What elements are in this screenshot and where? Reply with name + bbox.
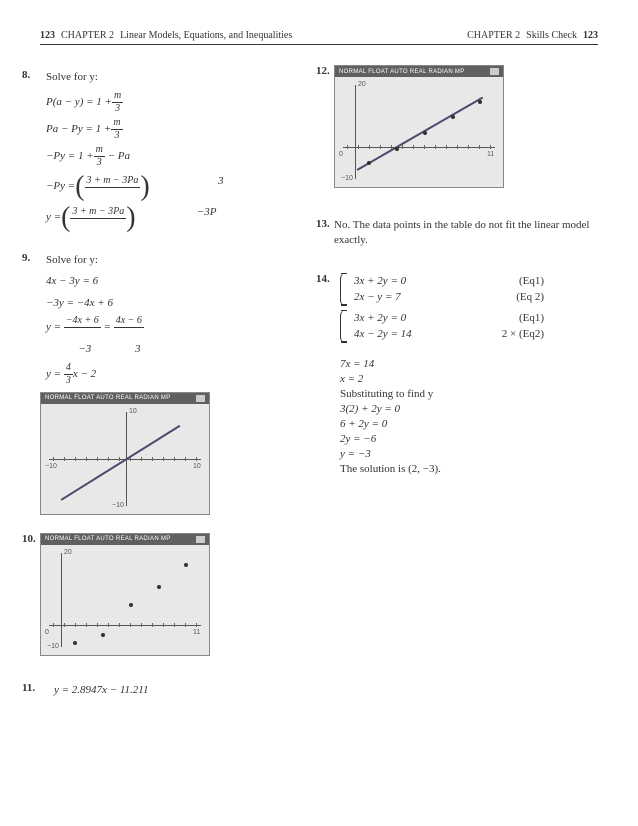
equation-label: (Eq 2) xyxy=(516,289,544,306)
battery-icon xyxy=(490,68,499,75)
columns: 8. Solve for y: P(a − y) = 1 +m3 Pa − Py… xyxy=(40,65,598,718)
chapter-label-right: CHAPTER 2 xyxy=(467,30,520,41)
equation-label: (Eq1) xyxy=(519,310,544,327)
eq-line: P(a − y) = 1 +m3 xyxy=(46,91,304,114)
problem-14: 14. 3x + 2y = 0(Eq1)2x − y = 7(Eq 2)3x +… xyxy=(334,273,598,475)
calculator-screenshot: NORMAL FLOAT AUTO REAL RADIAN MP 10−10−1… xyxy=(40,392,210,515)
equation-system: 3x + 2y = 0 (Eq1) 4x − 2y = 14 2 × (Eq2) xyxy=(340,310,598,343)
solution-step: 2y = −6 xyxy=(340,433,598,445)
eq-line: −Py = 1 +m3 − Pa xyxy=(46,145,304,168)
battery-icon xyxy=(196,536,205,543)
eq-line: −Py = ( 3 + m − 3Pa. ) xyxy=(46,176,150,199)
chapter-title: Linear Models, Equations, and Inequaliti… xyxy=(120,30,292,41)
equation-label: (Eq1) xyxy=(519,273,544,290)
eq-line: y = 43x − 2 xyxy=(46,363,304,386)
equation-system: 3x + 2y = 0 (Eq1) 2x − y = 7 (Eq 2) xyxy=(340,273,598,306)
problem-13: 13. No. The data points in the table do … xyxy=(334,218,598,249)
problem-number: 12. xyxy=(316,65,330,77)
problem-10: 10. NORMAL FLOAT AUTO REAL RADIAN MP 20−… xyxy=(40,533,304,656)
solution-step: 6 + 2y = 0 xyxy=(340,418,598,430)
section-label: Skills Check xyxy=(526,30,577,41)
eq-line: −3y = −4x + 6 xyxy=(46,295,304,313)
calc-mode: NORMAL FLOAT AUTO REAL RADIAN MP xyxy=(45,395,171,401)
equation-label: 2 × (Eq2) xyxy=(502,326,544,343)
battery-icon xyxy=(196,395,205,402)
page-header: 123 CHAPTER 2 Linear Models, Equations, … xyxy=(40,30,598,45)
problem-number: 14. xyxy=(316,273,330,285)
header-left: 123 CHAPTER 2 Linear Models, Equations, … xyxy=(40,30,292,41)
problem-number: 9. xyxy=(22,252,30,264)
system-equation: 4x − 2y = 14 xyxy=(354,326,412,343)
calc-mode: NORMAL FLOAT AUTO REAL RADIAN MP xyxy=(45,536,171,542)
system-equation: 3x + 2y = 0 xyxy=(354,310,406,327)
eq-line: y = −4x + 6. = 4x − 6. xyxy=(46,316,304,339)
calculator-screenshot: NORMAL FLOAT AUTO REAL RADIAN MP 20−1001… xyxy=(40,533,210,656)
page-num-right: 123 xyxy=(583,30,598,41)
eq-denom-row: y = −3 = 3 xyxy=(46,341,304,359)
problem-number: 13. xyxy=(316,218,330,230)
calculator-screenshot: NORMAL FLOAT AUTO REAL RADIAN MP 20−1001… xyxy=(334,65,504,188)
solution-step: Substituting to find y xyxy=(340,388,598,400)
eq-line: y = 2.8947x − 11.211 xyxy=(54,682,304,700)
problem-12: 12. NORMAL FLOAT AUTO REAL RADIAN MP 20−… xyxy=(334,65,598,188)
eq-line: Pa − Py = 1 +m3 xyxy=(46,118,304,141)
header-right: CHAPTER 2 Skills Check 123 xyxy=(467,30,598,41)
problem-11: 11. y = 2.8947x − 11.211 xyxy=(40,682,304,700)
system-equation: 3x + 2y = 0 xyxy=(354,273,406,290)
eq-denom: ( −3P ) xyxy=(162,201,251,223)
calc-mode: NORMAL FLOAT AUTO REAL RADIAN MP xyxy=(339,69,465,75)
eq-denom: ( 3 ) xyxy=(176,170,265,192)
problem-number: 10. xyxy=(22,533,36,545)
left-column: 8. Solve for y: P(a − y) = 1 +m3 Pa − Py… xyxy=(40,65,304,718)
chapter-label-left: CHAPTER 2 xyxy=(61,30,114,41)
eq-line: 4x − 3y = 6 xyxy=(46,273,304,291)
prompt: Solve for y: xyxy=(46,252,304,270)
page-num-left: 123 xyxy=(40,30,55,41)
solution-step: x = 2 xyxy=(340,373,598,385)
solution-step: 3(2) + 2y = 0 xyxy=(340,403,598,415)
solution-step: y = −3 xyxy=(340,448,598,460)
right-column: 12. NORMAL FLOAT AUTO REAL RADIAN MP 20−… xyxy=(334,65,598,718)
answer-text: No. The data points in the table do not … xyxy=(334,218,598,249)
solution-step: 7x = 14 xyxy=(340,358,598,370)
problem-number: 8. xyxy=(22,69,30,81)
solution-step: The solution is (2, −3). xyxy=(340,463,598,475)
problem-9: 9. Solve for y: 4x − 3y = 6 −3y = −4x + … xyxy=(40,252,304,515)
eq-line: y = ( 3 + m − 3Pa. ) xyxy=(46,207,136,230)
problem-8: 8. Solve for y: P(a − y) = 1 +m3 Pa − Py… xyxy=(40,69,304,234)
problem-number: 11. xyxy=(22,682,35,694)
prompt: Solve for y: xyxy=(46,69,304,87)
system-equation: 2x − y = 7 xyxy=(354,289,401,306)
